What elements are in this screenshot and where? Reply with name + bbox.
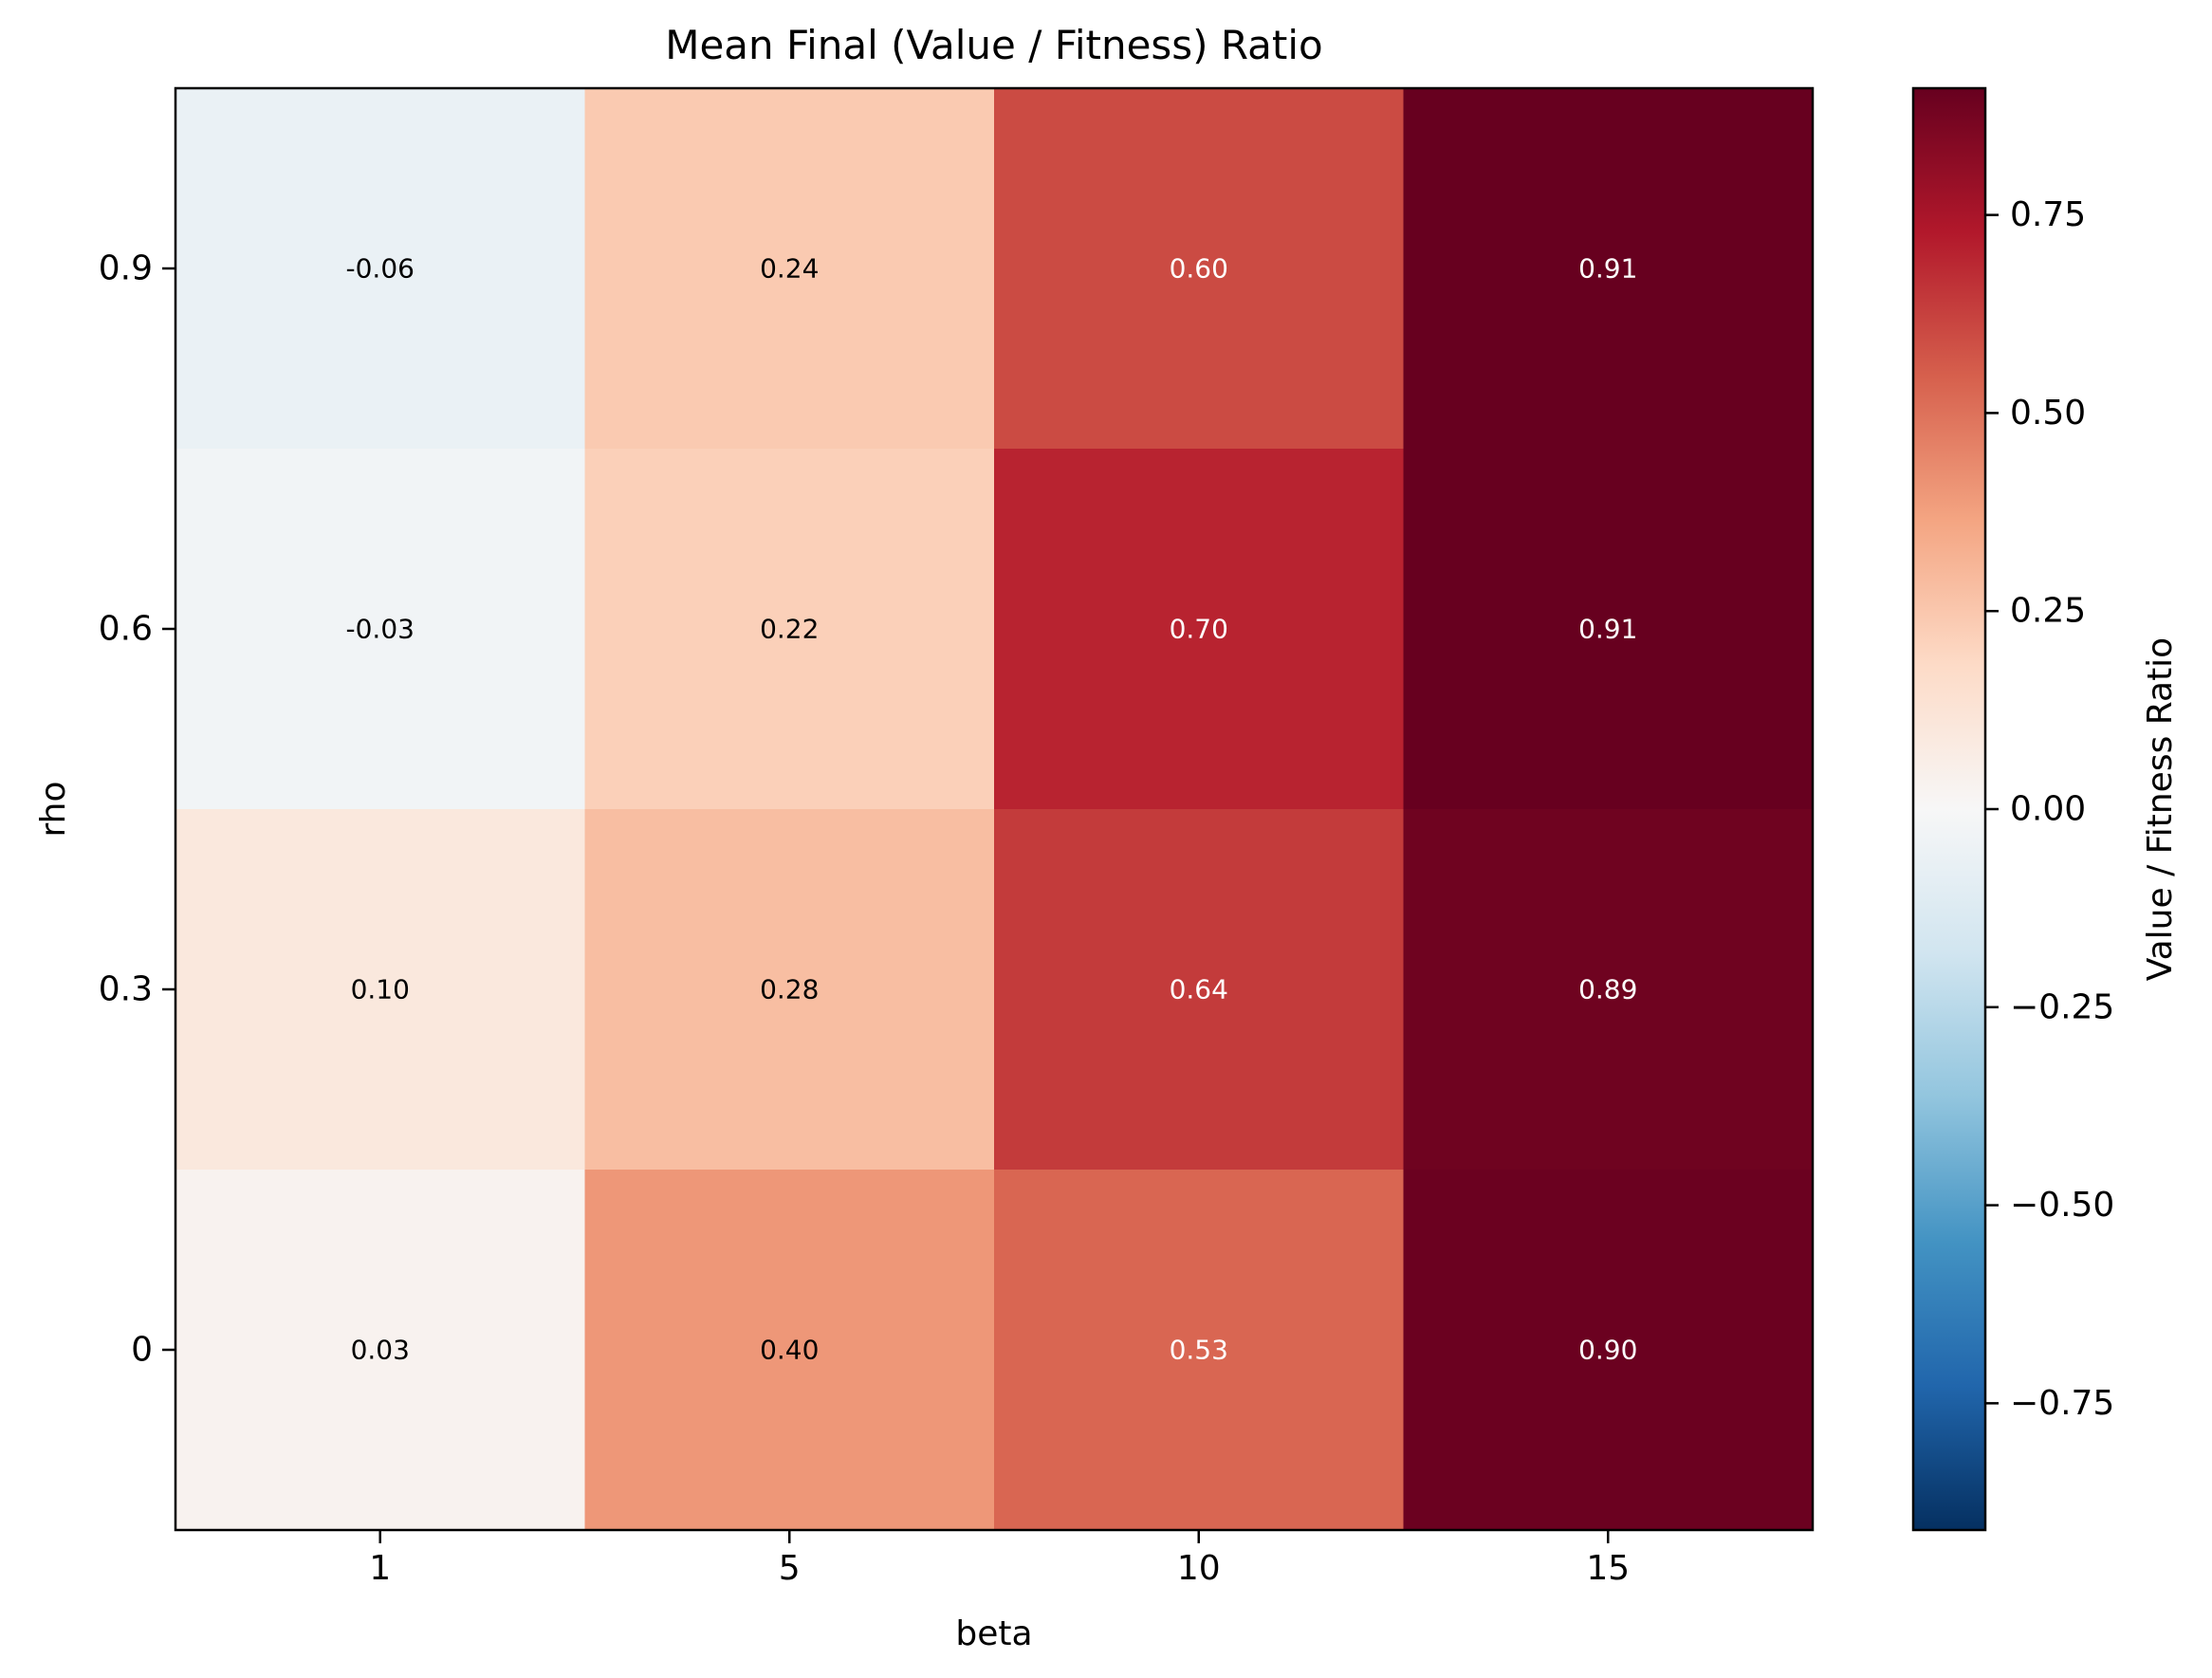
heatmap-cell [175,88,585,450]
cell-value-label: -0.06 [346,253,415,285]
colorbar-tick-label: −0.75 [2010,1384,2114,1423]
colorbar-tick-label: −0.25 [2010,987,2114,1026]
heatmap-cell-labels: -0.06 0.24 0.60 0.91 -0.03 0.22 0.70 0.91 0.10 0.… [346,253,1638,1366]
heatmap-cell [584,88,995,450]
colorbar-tick-label: 0.25 [2010,592,2086,631]
cell-value-label: 0.22 [760,614,819,645]
colorbar [1911,86,1987,1532]
cell-value-label: 0.03 [351,1335,410,1366]
y-tick-label: 0.9 [99,249,153,288]
y-tick-label: 0.3 [99,970,153,1009]
cell-value-label: 0.60 [1170,253,1228,285]
cell-value-label: 0.91 [1578,614,1637,645]
y-tick-label: 0.6 [99,610,153,649]
x-tick-label: 15 [1586,1549,1630,1588]
heatmap-cell [1403,88,1814,450]
colorbar-tick-label: 0.50 [2010,394,2086,433]
heatmap-cell [994,809,1404,1171]
x-axis-label: beta [955,1614,1032,1653]
heatmap-cell [584,809,995,1171]
colorbar-tick-label: −0.50 [2010,1186,2114,1225]
cell-value-label: 0.89 [1578,974,1637,1005]
colorbar-tick-label: 0.75 [2010,195,2086,234]
heatmap-cells [175,88,1814,1531]
x-axis-ticks: 1 5 10 15 [369,1530,1630,1588]
cell-value-label: -0.03 [346,614,415,645]
y-axis-ticks: 0.9 0.6 0.3 0 [99,249,175,1370]
x-tick-label: 5 [779,1549,801,1588]
heatmap-cell [994,1170,1404,1531]
cell-value-label: 0.28 [760,974,819,1005]
cell-value-label: 0.24 [760,253,819,285]
cell-value-label: 0.64 [1170,974,1228,1005]
y-tick-label: 0 [131,1331,153,1370]
heatmap-cell [994,449,1404,810]
cell-value-label: 0.40 [760,1335,819,1366]
heatmap-cell [1403,1170,1814,1531]
colorbar-tick-label: 0.00 [2010,790,2086,829]
heatmap-cell [1403,449,1814,810]
colorbar-ticks: 0.75 0.50 0.25 0.00 −0.25 −0.50 −0.75 [1985,195,2114,1423]
y-axis-label: rho [34,781,73,837]
chart-title: Mean Final (Value / Fitness) Ratio [665,22,1323,68]
heatmap-cell [584,449,995,810]
heatmap-cell [175,449,585,810]
heatmap-cell [994,88,1404,450]
colorbar-label: Value / Fitness Ratio [2141,637,2180,981]
cell-value-label: 0.53 [1170,1335,1228,1366]
heatmap-cell [175,1170,585,1531]
x-tick-label: 10 [1177,1549,1221,1588]
x-tick-label: 1 [369,1549,391,1588]
plot-frame [174,86,1815,1532]
cell-value-label: 0.91 [1578,253,1637,285]
cell-value-label: 0.70 [1170,614,1228,645]
heatmap-cell [175,809,585,1171]
heatmap-cell [1403,809,1814,1171]
cell-value-label: 0.90 [1578,1335,1637,1366]
cell-value-label: 0.10 [351,974,410,1005]
heatmap-cell [584,1170,995,1531]
